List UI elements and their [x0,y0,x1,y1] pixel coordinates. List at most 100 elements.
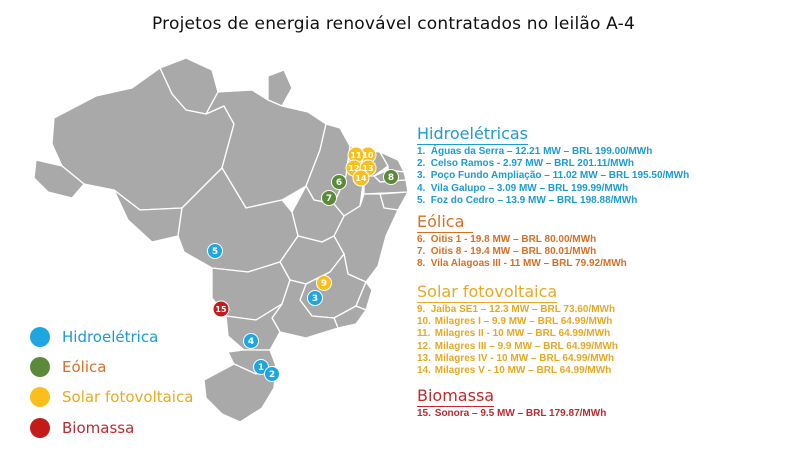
section-title-biomass: Biomassa [417,386,495,407]
legend-item-hydro: Hidroelétrica [30,327,158,347]
project-item: 2. Celso Ramos - 2.97 MW – BRL 201.11/MW… [417,158,689,170]
map-marker-label: 5 [212,247,218,257]
map-marker-2: 2 [264,366,280,382]
project-number: 4. [417,182,426,194]
project-item: 12. Milagres III – 9.9 MW – BRL 64.99/MW… [417,341,618,353]
map-marker-7: 7 [321,190,337,206]
project-item: 10. Milagres I – 9.9 MW – BRL 64.99/MWh [417,316,618,328]
legend-label: Eólica [62,358,107,376]
project-item: 8. Vila Alagoas III - 11 MW – BRL 79.92/… [417,258,627,270]
section-title-solar: Solar fotovoltaica [417,282,558,303]
project-text: Jaíba SE1 – 12.3 MW – BRL 73.60/MWh [428,304,616,315]
section-hydro: Hidroelétricas 1. Águas da Serra – 12.21… [417,124,689,207]
section-title-wind: Eólica [417,212,473,233]
map-marker-8: 8 [383,169,399,185]
section-items-solar: 9. Jaíba SE1 – 12.3 MW – BRL 73.60/MWh 10… [417,304,618,377]
map-marker-label: 7 [326,194,332,204]
project-item: 5. Foz do Cedro – 13.9 MW – BRL 198.88/M… [417,195,689,207]
project-text: Águas da Serra – 12.21 MW – BRL 199.00/M… [428,146,653,157]
map-marker-9: 9 [316,275,332,291]
section-wind: Eólica 6. Oitis 1 - 19.8 MW – BRL 80.00/… [417,212,627,271]
project-number: 2. [417,158,426,170]
project-item: 13. Milagres IV - 10 MW – BRL 64.99/MWh [417,353,618,365]
legend-label: Solar fotovoltaica [62,388,194,406]
map-marker-label: 14 [355,174,367,183]
project-item: 7. Oitis 8 - 19.4 MW – BRL 80.01/MWh [417,246,627,258]
legend-dot-icon [30,357,50,377]
section-items-wind: 6. Oitis 1 - 19.8 MW – BRL 80.00/MWh 7. O… [417,234,627,271]
map-marker-label: 1 [258,363,264,373]
state-rio-grande-do-sul [203,363,277,423]
project-text: Foz do Cedro – 13.9 MW – BRL 198.88/MWh [428,194,638,206]
legend-label: Hidroelétrica [62,328,159,346]
legend-item-biomass: Biomassa [30,418,134,438]
map-marker-3: 3 [307,290,323,306]
map-marker-label: 6 [336,178,342,188]
project-text: Vila Alagoas III - 11 MW – BRL 79.92/MWh [428,258,627,270]
project-text: Milagres III – 9.9 MW – BRL 64.99/MWh [432,340,618,352]
project-number: 15. [417,408,431,419]
project-item: 14. Milagres V - 10 MW – BRL 64.99/MWh [417,365,618,377]
project-number: 9. [417,304,426,315]
project-number: 8. [417,258,426,270]
map-marker-5: 5 [207,243,223,259]
project-item: 11. Milagres II - 10 MW – BRL 64.99/MWh [417,328,618,340]
project-text: Milagres II - 10 MW – BRL 64.99/MWh [432,328,611,340]
project-text: Poço Fundo Ampliação – 11.02 MW – BRL 19… [428,170,690,182]
legend-dot-icon [30,327,50,347]
legend-item-wind: Eólica [30,357,106,377]
project-number: 5. [417,194,426,206]
state-acre [33,159,85,199]
section-items-hydro: 1. Águas da Serra – 12.21 MW – BRL 199.0… [417,146,689,207]
project-text: Vila Galupo – 3.09 MW – BRL 199.99/MWh [428,182,629,194]
project-number: 11. [417,328,431,340]
project-text: Milagres IV - 10 MW – BRL 64.99/MWh [432,352,615,364]
section-title-hydro: Hidroelétricas [417,124,529,145]
section-biomass: Biomassa 15. Sonora – 9.5 MW – BRL 179.8… [417,386,606,420]
section-items-biomass: 15. Sonora – 9.5 MW – BRL 179.87/MWh [417,408,606,420]
map-marker-label: 10 [362,151,374,160]
project-text: Oitis 8 - 19.4 MW – BRL 80.01/MWh [428,246,597,258]
project-number: 6. [417,234,426,245]
project-item: 1. Águas da Serra – 12.21 MW – BRL 199.0… [417,146,689,158]
project-number: 1. [417,146,426,157]
page-title: Projetos de energia renovável contratado… [152,14,635,34]
map-marker-label: 9 [321,279,327,289]
map-marker-label: 11 [350,151,362,160]
project-item: 6. Oitis 1 - 19.8 MW – BRL 80.00/MWh [417,234,627,246]
project-number: 7. [417,246,426,258]
legend-label: Biomassa [62,419,135,437]
project-text: Milagres I – 9.9 MW – BRL 64.99/MWh [432,316,613,328]
map-marker-4: 4 [243,333,259,349]
map-marker-6: 6 [331,174,347,190]
project-item: 9. Jaíba SE1 – 12.3 MW – BRL 73.60/MWh [417,304,618,316]
map-marker-label: 13 [362,164,373,173]
map-marker-label: 3 [312,294,318,304]
section-solar: Solar fotovoltaica 9. Jaíba SE1 – 12.3 M… [417,282,618,377]
map-marker-15: 15 [212,300,230,318]
project-text: Milagres V - 10 MW – BRL 64.99/MWh [432,365,612,377]
legend-dot-icon [30,418,50,438]
project-number: 14. [417,365,431,377]
map-marker-label: 4 [248,337,254,347]
project-number: 13. [417,352,431,364]
state-amapa [267,69,293,107]
map-marker-label: 2 [269,370,275,380]
project-text: Oitis 1 - 19.8 MW – BRL 80.00/MWh [428,234,597,245]
legend-dot-icon [30,387,50,407]
map-marker-label: 12 [348,164,359,173]
project-number: 3. [417,170,426,182]
map-marker-label: 8 [388,173,394,183]
legend-item-solar: Solar fotovoltaica [30,387,193,407]
project-text: Celso Ramos - 2.97 MW – BRL 201.11/MWh [428,158,634,170]
map-marker-label: 15 [215,305,227,314]
project-text: Sonora – 9.5 MW – BRL 179.87/MWh [432,408,607,419]
map-marker-14: 14 [352,169,370,187]
project-item: 3. Poço Fundo Ampliação – 11.02 MW – BRL… [417,170,689,182]
project-item: 15. Sonora – 9.5 MW – BRL 179.87/MWh [417,408,606,420]
project-number: 12. [417,340,431,352]
project-number: 10. [417,316,431,328]
project-item: 4. Vila Galupo – 3.09 MW – BRL 199.99/MW… [417,183,689,195]
state-parana [225,303,283,351]
